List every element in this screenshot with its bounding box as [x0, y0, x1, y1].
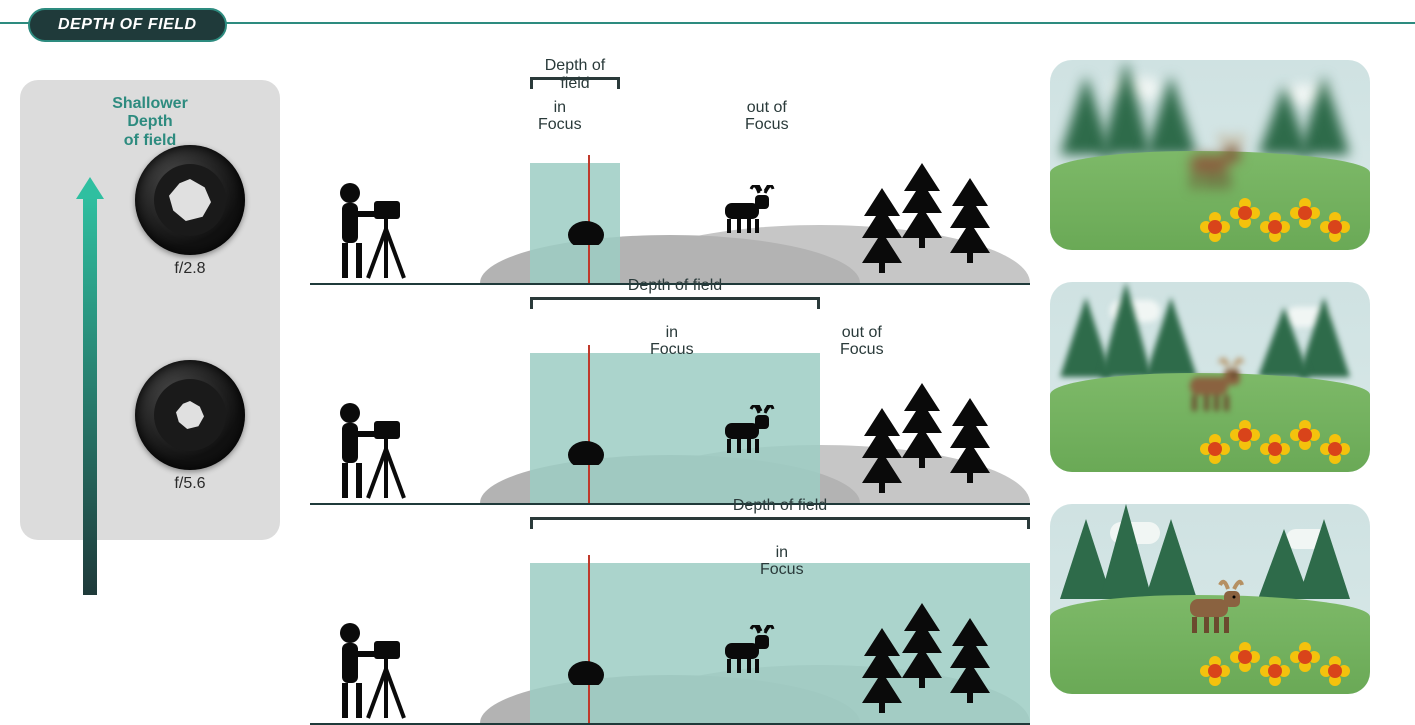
flower-icon — [1230, 420, 1260, 450]
dof-scene: Depth of field inFocus out ofFocus — [310, 305, 1030, 505]
pine-tree-icon — [950, 398, 1000, 503]
out-of-focus-label: out ofFocus — [745, 100, 789, 134]
pine-tree-icon — [950, 178, 1000, 283]
pine-tree-icon — [902, 383, 957, 503]
focal-plane-line — [588, 555, 590, 723]
dof-label: Depth of field — [530, 497, 1030, 515]
pine-tree-icon — [862, 628, 907, 723]
bush-icon — [568, 215, 608, 245]
aperture-sidebar: Shallower Depth of field f/2.8 f/5.6 — [20, 80, 280, 540]
flower-icon — [1290, 420, 1320, 450]
preview-moose-icon — [1180, 135, 1255, 195]
photographer-icon — [330, 183, 420, 283]
label-line1: Shallower — [112, 95, 188, 113]
flower-icon — [1320, 656, 1350, 686]
flower-icon — [1260, 656, 1290, 686]
aperture-icon — [135, 360, 245, 470]
label-line2: Depth — [112, 113, 188, 131]
aperture-fstop-label: f/2.8 — [135, 260, 245, 278]
flower-icon — [1200, 434, 1230, 464]
pine-tree-icon — [862, 408, 907, 503]
section-title-pill: DEPTH OF FIELD — [28, 8, 227, 42]
bush-icon — [568, 435, 608, 465]
gradient-arrow — [80, 195, 100, 595]
dof-scene: Depth of field inFocus out ofFocus — [310, 85, 1030, 285]
dof-scene: Depth of field inFocus — [310, 525, 1030, 725]
pine-tree-icon — [950, 618, 1000, 723]
flower-icon — [1290, 198, 1320, 228]
flower-icon — [1230, 642, 1260, 672]
dof-bracket — [530, 297, 820, 309]
dof-bracket — [530, 77, 620, 89]
moose-icon — [715, 185, 780, 240]
photographer-icon — [330, 623, 420, 723]
flower-icon — [1200, 212, 1230, 242]
flower-icon — [1260, 212, 1290, 242]
preview-tree-icon — [1258, 307, 1310, 377]
result-preview — [1050, 282, 1370, 472]
result-preview — [1050, 504, 1370, 694]
dof-label: Depth of field — [530, 277, 820, 295]
flower-icon — [1320, 434, 1350, 464]
in-focus-label: inFocus — [650, 325, 694, 359]
result-preview — [1050, 60, 1370, 250]
arrow-body — [83, 195, 97, 595]
in-focus-label: inFocus — [538, 100, 582, 134]
flower-icon — [1320, 212, 1350, 242]
preview-moose-icon — [1180, 579, 1255, 639]
in-focus-label: inFocus — [760, 545, 804, 579]
aperture-icon — [135, 145, 245, 255]
focal-plane-line — [588, 345, 590, 503]
moose-icon — [715, 405, 780, 460]
arrow-head-icon — [76, 177, 104, 199]
out-of-focus-label: out ofFocus — [840, 325, 884, 359]
flower-icon — [1260, 434, 1290, 464]
flower-icon — [1290, 642, 1320, 672]
bush-icon — [568, 655, 608, 685]
preview-tree-icon — [1258, 85, 1310, 155]
preview-moose-icon — [1180, 357, 1255, 417]
sidebar-top-label: Shallower Depth of field — [112, 95, 188, 150]
flower-icon — [1230, 198, 1260, 228]
dof-bracket — [530, 517, 1030, 529]
pine-tree-icon — [902, 163, 957, 283]
aperture-fstop-label: f/5.6 — [135, 475, 245, 493]
moose-icon — [715, 625, 780, 680]
flower-icon — [1200, 656, 1230, 686]
pine-tree-icon — [902, 603, 957, 723]
pine-tree-icon — [862, 188, 907, 283]
photographer-icon — [330, 403, 420, 503]
